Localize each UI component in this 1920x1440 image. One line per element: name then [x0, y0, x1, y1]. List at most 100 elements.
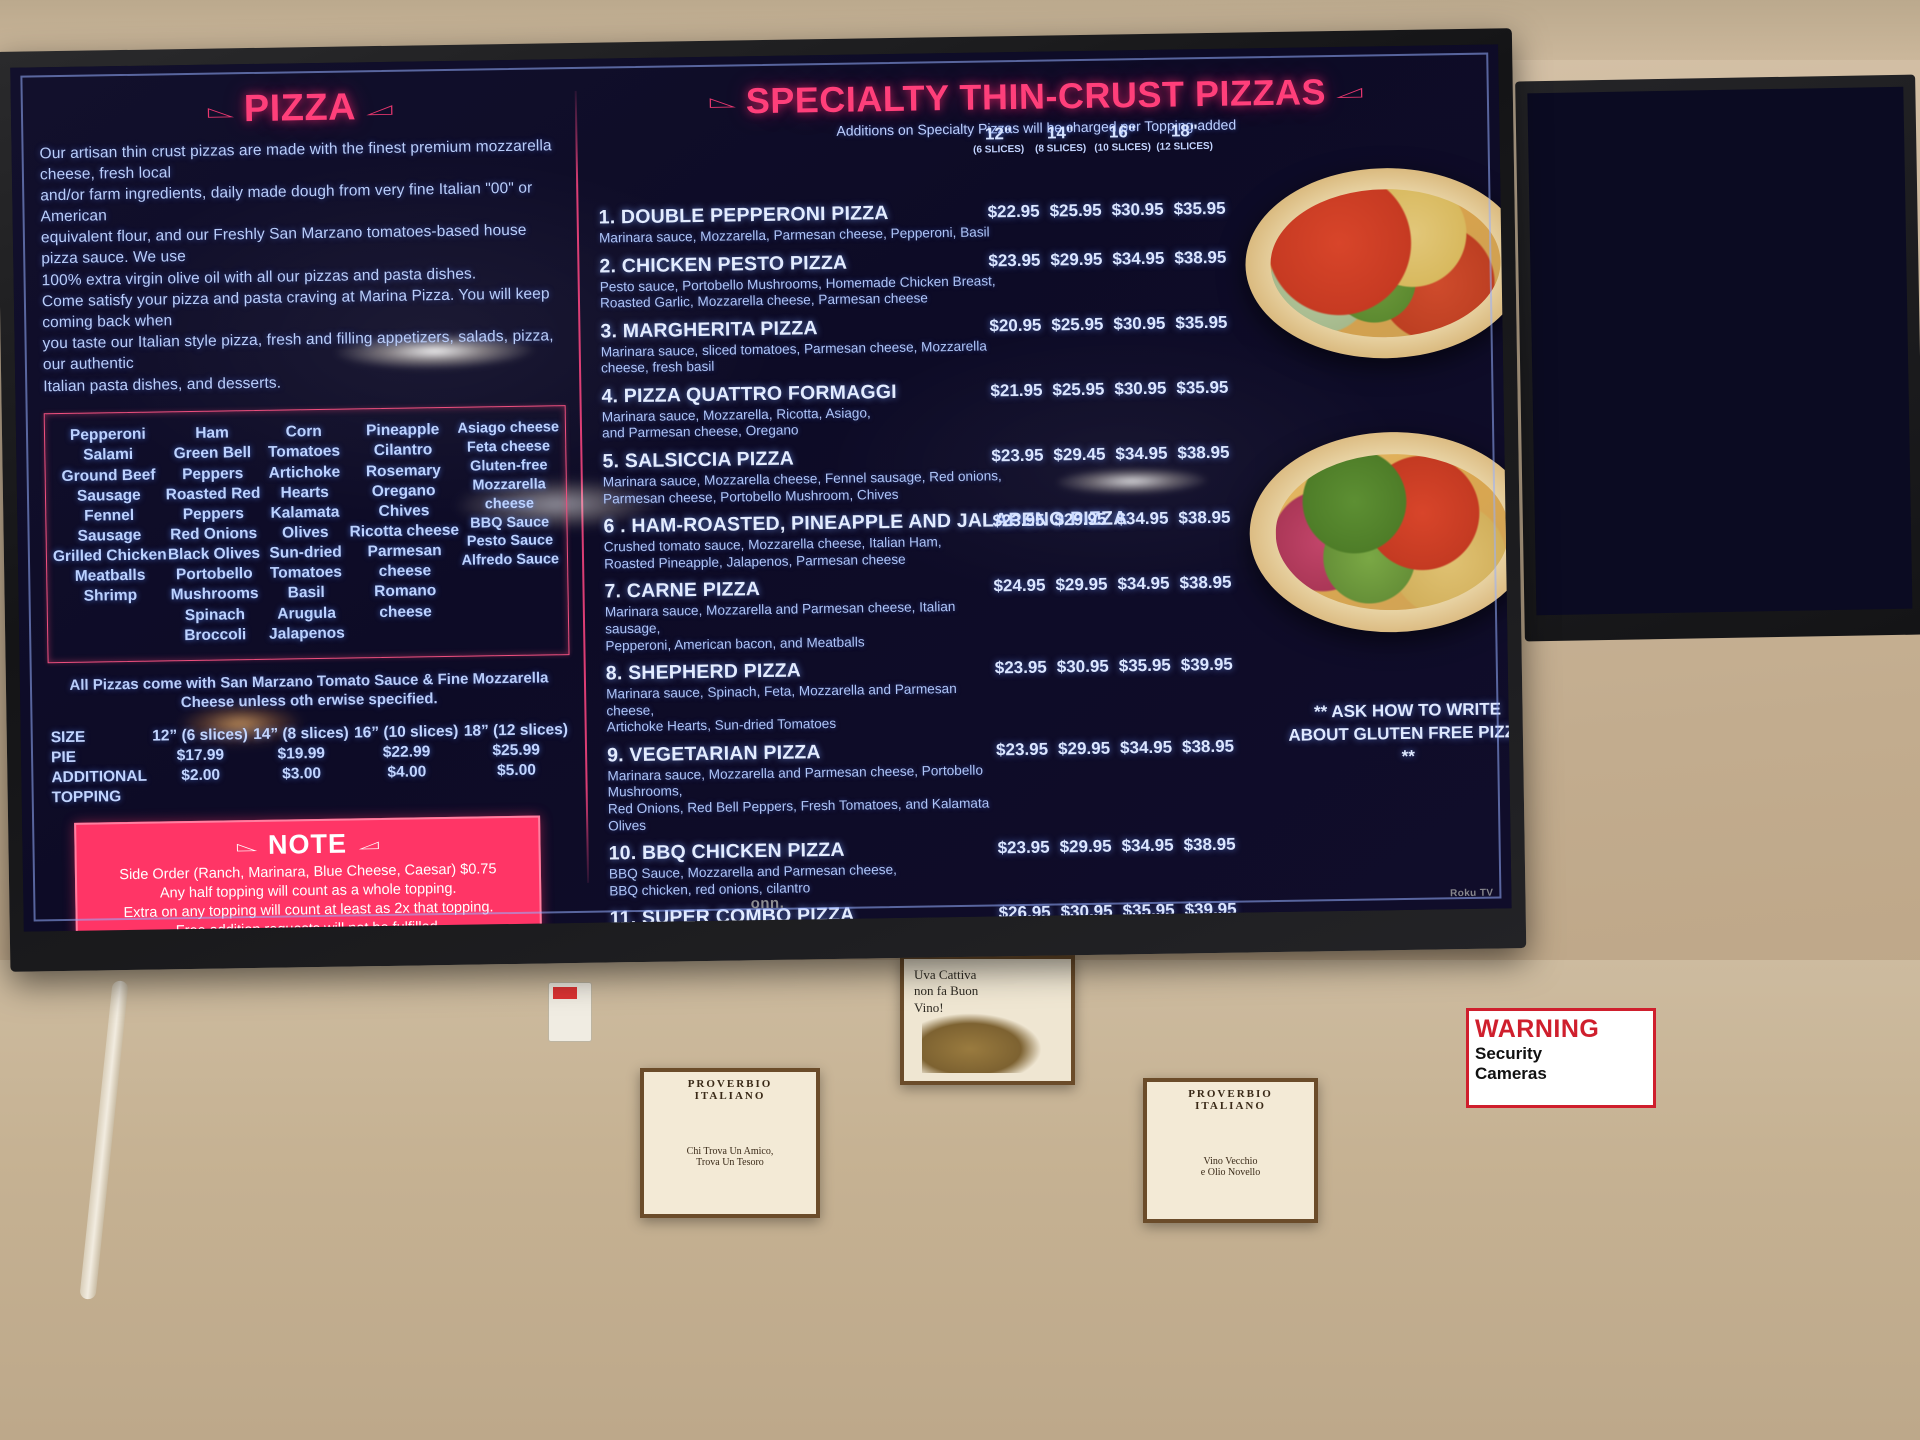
size-header-16: 16” (10 slices) [353, 722, 459, 742]
price-cell-12: $24.95 [993, 575, 1046, 596]
price-cell-12: $21.95 [990, 380, 1043, 401]
topping-price-16: $4.00 [387, 763, 427, 781]
specialty-pizza-description: Marinara sauce, Mozzarella, Ricotta, Asi… [602, 403, 1002, 442]
plaque1-proverb-line2: Trova Un Tesoro [696, 1157, 764, 1168]
topping-item: cheese [379, 602, 432, 621]
price-cell-18: $39.95 [1180, 654, 1233, 675]
gluten-note-line2: ABOUT GLUTEN FREE PIZZA ** [1288, 721, 1512, 766]
intro-line: and/or farm ingredients, daily made doug… [40, 179, 533, 226]
row-label-topping: TOPPING [51, 787, 122, 807]
flourish-icon: ⌳ [357, 832, 381, 855]
plaque1-heading: PROVERBIO [687, 1078, 773, 1090]
specialty-pizza-description: Pesto sauce, Portobello Mushrooms, Homem… [600, 273, 1000, 312]
price-cell-14: $29.95 [1054, 509, 1107, 530]
specialty-pizza-description: Marinara sauce, Spinach, Feta, Mozzarell… [606, 680, 1007, 736]
specialty-title: SPECIALTY THIN-CRUST PIZZAS [745, 71, 1327, 122]
specialty-size-header-18: 18" (12 SLICES) [1153, 121, 1215, 153]
topping-item: Sausage [76, 486, 141, 505]
spacer-cell [352, 782, 462, 804]
price-cell-14: $29.45 [1053, 444, 1106, 465]
flourish-icon: ⌳ [706, 83, 737, 114]
intro-line: you taste our Italian style pizza, fresh… [42, 327, 554, 374]
flourish-icon: ⌳ [234, 834, 258, 857]
topping-item: Sun-dried [269, 543, 342, 562]
specialty-pizza-prices: $21.95 $25.95 $30.95 $35.95 [985, 377, 1233, 401]
topping-price-14: $3.00 [282, 764, 322, 783]
specialty-pizza-description: Marinara sauce, Mozzarella and Parmesan … [607, 762, 1008, 835]
topping-item: Rosemary [365, 461, 441, 480]
specialty-pizza-prices: $22.95 $25.95 $30.95 $35.95 [982, 199, 1230, 223]
topping-item: Pepperoni [69, 426, 146, 445]
row-label-additional: ADDITIONAL [51, 767, 148, 787]
topping-item: Parmesan [367, 542, 442, 561]
price-cell-12: $23.95 [995, 739, 1049, 760]
poster-text-line2: non fa Buon [914, 983, 979, 999]
slices-label: (10 SLICES) [1094, 141, 1152, 154]
topping-item: BBQ Sauce [470, 513, 550, 532]
toppings-column-4: Pineapple Cilantro Rosemary Oregano Chives Ri… [348, 420, 461, 643]
note-list: Side Order (Ranch, Marinara, Blue Cheese… [85, 860, 532, 932]
topping-item: cheese [484, 495, 535, 513]
slices-label: (8 SLICES) [1035, 142, 1087, 155]
topping-item: Pesto Sauce [466, 532, 554, 551]
note-title: NOTE [267, 828, 348, 860]
price-cell-12: $22.95 [987, 201, 1040, 222]
price-cell-18: $38.95 [1174, 247, 1227, 268]
toppings-column-5: Asiago cheese Feta cheese Gluten-free Mozza… [457, 419, 562, 642]
specialty-pizza-prices: $23.95 $29.95 $34.95 $38.95 [987, 508, 1235, 532]
flourish-icon: ⌳ [1335, 73, 1365, 104]
price-cell-14: $30.95 [1056, 656, 1109, 677]
slices-label: (12 SLICES) [1156, 140, 1214, 153]
topping-item: Portobello [175, 565, 253, 584]
topping-item: Kalamata [270, 503, 340, 522]
price-cell-14: $25.95 [1049, 200, 1102, 221]
topping-item: cheese [378, 562, 432, 581]
toppings-box: Pepperoni Salami Ground Beef Sausage Fennel S… [43, 405, 570, 664]
price-cell-18: $38.95 [1183, 834, 1236, 855]
warning-line-cameras: Cameras [1475, 1063, 1547, 1083]
toppings-column-3: Corn Tomatoes Artichoke Hearts Kalamata Olive… [259, 422, 351, 645]
price-cell-16: $34.95 [1116, 508, 1169, 529]
pie-price-12: $17.99 [176, 746, 225, 765]
poster-text-line3: Vino! [914, 999, 944, 1015]
specialty-pizza-section: ⌳ SPECIALTY THIN-CRUST PIZZAS ⌳ Addition… [582, 59, 1512, 932]
specialty-pizza-description: Pepperoni, Salami, Mushrooms, Spinach, R… [610, 925, 1010, 932]
topping-item: Chives [378, 502, 430, 520]
topping-item: Artichoke [268, 463, 341, 482]
specialty-pizza-item: 4. PIZZA QUATTRO FORMAGGI Marinara sauce,… [601, 372, 1480, 443]
gluten-note-line1: ** ASK HOW TO WRITE [1313, 699, 1502, 722]
topping-item: Gluten-free [469, 457, 548, 475]
topping-item: Sausage [77, 526, 142, 545]
warning-line-security: Security [1475, 1044, 1543, 1063]
specialty-pizza-description: BBQ Sauce, Mozzarella and Parmesan chees… [609, 860, 1009, 899]
price-cell-12: $26.95 [998, 902, 1051, 923]
price-cell-16: $35.95 [1122, 900, 1175, 921]
toppings-column-1: Pepperoni Salami Ground Beef Sausage Fennel S… [51, 425, 168, 648]
specialty-pizza-prices: $23.95 $29.95 $34.95 $38.95 [983, 247, 1231, 271]
size-label: 14" [1046, 123, 1075, 143]
topping-item: Black Olives [167, 545, 261, 564]
plaque2-proverb-line1: Vino Vecchio [1203, 1156, 1258, 1167]
price-cell-12: $23.95 [988, 250, 1041, 271]
spacer-cell [150, 785, 251, 807]
topping-item: Shrimp [83, 587, 138, 606]
plaque2-subheading: ITALIANO [1195, 1100, 1266, 1112]
price-cell-18: $38.95 [1178, 507, 1231, 528]
spacer-cell [462, 780, 572, 802]
specialty-pizza-description: Marinara sauce, Mozzarella and Parmesan … [605, 599, 1006, 655]
gluten-free-note: ** ASK HOW TO WRITE ABOUT GLUTEN FREE PI… [1282, 698, 1511, 771]
toppings-column-2: Ham Green Bell Peppers Roasted Red Peppers Re… [165, 423, 263, 646]
size-header-12: 12” (6 slices) [152, 725, 249, 745]
intro-line: equivalent flour, and our Freshly San Ma… [40, 222, 527, 268]
wall-plaque-proverb-2: PROVERBIO ITALIANO Vino Vecchio e Olio N… [1143, 1078, 1318, 1223]
pizza-header: ⌳ PIZZA ⌳ [39, 79, 562, 134]
wall-outlet [548, 982, 592, 1042]
row-label-pie: PIE [50, 748, 77, 767]
topping-item: Grilled Chicken [52, 546, 167, 566]
warning-title: WARNING [1475, 1015, 1600, 1043]
note-header: ⌳ NOTE ⌳ [84, 826, 530, 864]
price-cell-14: $30.95 [1060, 901, 1113, 922]
topping-item: Asiago cheese [457, 419, 560, 438]
topping-item: Basil [287, 584, 325, 602]
price-cell-16: $34.95 [1112, 248, 1165, 269]
